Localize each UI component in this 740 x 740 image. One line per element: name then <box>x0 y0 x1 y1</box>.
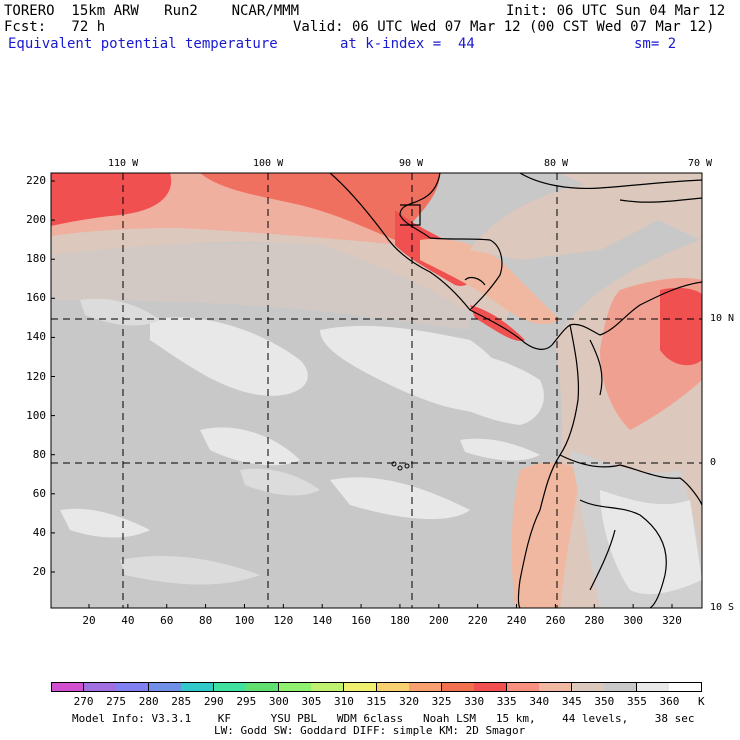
x-tick-label: 20 <box>82 614 96 627</box>
colorbar-swatch <box>278 682 312 692</box>
colorbar-swatch <box>148 682 182 692</box>
x-tick-label: 120 <box>273 614 294 627</box>
lon-label-80w: 80 W <box>544 158 569 169</box>
lat-label-0: 0 <box>710 457 717 468</box>
colorbar-swatch <box>343 682 377 692</box>
colorbar-label: 360 <box>659 695 680 708</box>
x-tick-label: 260 <box>545 614 566 627</box>
x-tick-label: 180 <box>389 614 410 627</box>
colorbar-swatch <box>213 682 247 692</box>
colorbar-label: 295 <box>236 695 257 708</box>
colorbar-label: 315 <box>366 695 387 708</box>
colorbar-label: 280 <box>138 695 159 708</box>
theta-e-field <box>51 173 702 608</box>
x-tick-label: 280 <box>584 614 605 627</box>
colorbar-label: 290 <box>203 695 224 708</box>
colorbar-label: 275 <box>106 695 127 708</box>
colorbar-label: 325 <box>431 695 452 708</box>
colorbar-label: 355 <box>626 695 647 708</box>
colorbar-label: 340 <box>529 695 550 708</box>
x-tick-label: 140 <box>312 614 333 627</box>
y-tick-label: 180 <box>26 252 46 266</box>
x-tick-label: 200 <box>428 614 449 627</box>
model-title: TORERO 15km ARW Run2 NCAR/MMM <box>4 3 300 19</box>
colorbar-label: 305 <box>301 695 322 708</box>
init-time: Init: 06 UTC Sun 04 Mar 12 <box>506 3 726 19</box>
field-name: Equivalent potential temperature <box>8 36 278 52</box>
x-tick-label: 300 <box>623 614 644 627</box>
smoothing: sm= 2 <box>634 36 677 52</box>
valid-time: Valid: 06 UTC Wed 07 Mar 12 (00 CST Wed … <box>293 19 715 35</box>
y-tick-label: 20 <box>32 565 46 578</box>
y-tick-label: 200 <box>26 213 46 227</box>
y-tick-label: 40 <box>32 525 46 539</box>
colorbar-swatch <box>539 682 573 692</box>
colorbar-swatch <box>474 682 508 692</box>
colorbar-swatch <box>376 682 410 692</box>
colorbar-swatch <box>51 682 85 692</box>
y-tick-label: 120 <box>26 369 46 383</box>
lon-label-70w: 70 W <box>688 158 713 169</box>
y-tick-label: 100 <box>26 408 46 422</box>
colorbar-label: 285 <box>171 695 192 708</box>
colorbar-label: 345 <box>561 695 582 708</box>
colorbar-label: 310 <box>334 695 354 708</box>
colorbar-swatch <box>604 682 638 692</box>
x-tick-label: 80 <box>198 614 213 627</box>
x-tick-label: 100 <box>234 614 255 627</box>
colorbar-label: 320 <box>399 695 419 708</box>
model-info-line2: LW: Godd SW: Goddard DIFF: simple KM: 2D… <box>214 724 526 737</box>
colorbar-swatch <box>409 682 443 692</box>
map-frame <box>50 172 703 609</box>
colorbar-label: 350 <box>594 695 615 708</box>
colorbar-swatch <box>506 682 540 692</box>
y-tick-label: 160 <box>26 291 46 305</box>
lon-label-100w: 100 W <box>253 158 284 169</box>
graticule <box>51 173 702 608</box>
y-tick-label: 60 <box>32 486 46 500</box>
level-index: at k-index = 44 <box>340 36 475 52</box>
colorbar-unit: K <box>698 695 705 708</box>
colorbar-label: 300 <box>268 695 289 708</box>
colorbar-swatch <box>441 682 475 692</box>
y-tick-label: 80 <box>32 447 46 461</box>
colorbar-swatch <box>116 682 150 692</box>
colorbar-swatch <box>636 682 670 692</box>
x-tick-label: 60 <box>160 614 174 627</box>
colorbar-swatch <box>311 682 345 692</box>
colorbar-swatch <box>181 682 215 692</box>
x-tick-label: 220 <box>467 614 488 627</box>
colorbar-swatch <box>571 682 605 692</box>
colorbar-label: 335 <box>496 695 517 708</box>
colorbar-swatch <box>83 682 117 692</box>
x-tick-label: 160 <box>351 614 371 627</box>
model-info-line1: Model Info: V3.3.1 KF YSU PBL WDM 6class… <box>72 712 695 725</box>
y-tick-label: 140 <box>26 330 46 344</box>
x-tick-label: 240 <box>506 614 527 627</box>
lon-label-90w: 90 W <box>399 158 424 169</box>
colorbar-label: 270 <box>73 695 94 708</box>
forecast-hour: Fcst: 72 h <box>4 19 106 35</box>
colorbar-label: 330 <box>464 695 485 708</box>
colorbar-swatch <box>669 682 703 692</box>
lon-label-110w: 110 W <box>108 158 139 169</box>
lat-label-10s: 10 S <box>710 602 735 613</box>
y-tick-label: 220 <box>26 174 46 187</box>
colorbar-swatch <box>246 682 280 692</box>
lat-label-10n: 10 N <box>710 313 735 324</box>
x-tick-label: 40 <box>121 614 135 627</box>
x-tick-label: 320 <box>662 614 682 627</box>
